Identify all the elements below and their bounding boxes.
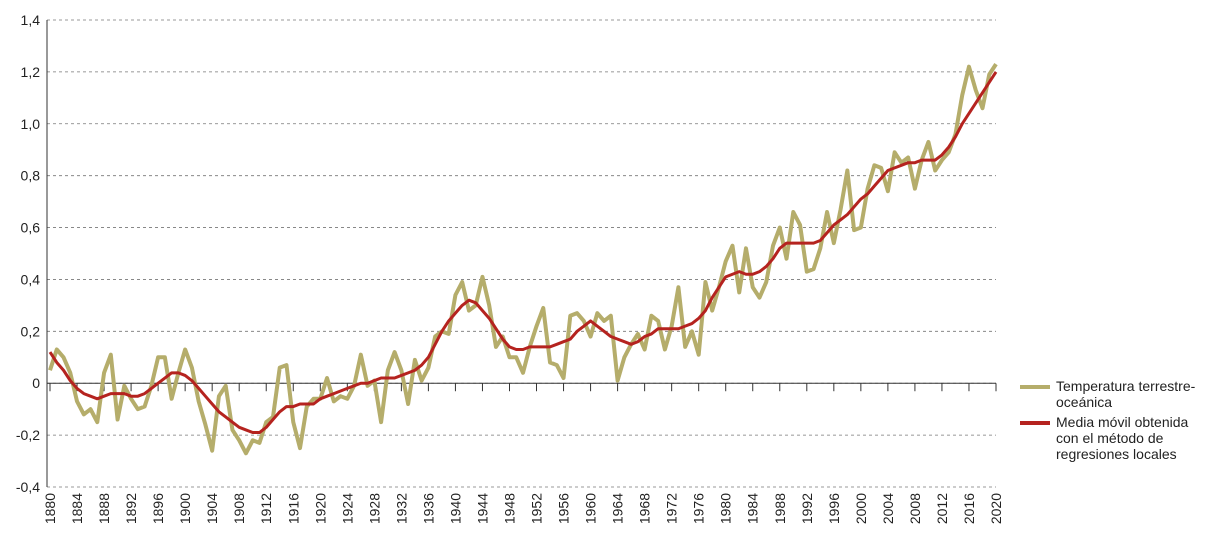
y-tick-label: 0,8 <box>21 168 41 184</box>
x-tick-label: 1920 <box>312 493 328 524</box>
legend-swatch <box>1020 385 1050 389</box>
legend-swatch <box>1020 421 1050 425</box>
x-tick-label: 1952 <box>529 493 545 524</box>
x-tick-label: 1924 <box>339 493 355 524</box>
y-tick-label: 1,4 <box>21 12 41 28</box>
x-tick-label: 2020 <box>988 493 1004 524</box>
x-tick-label: 1880 <box>42 493 58 524</box>
x-tick-label: 1976 <box>691 493 707 524</box>
x-tick-label: 1916 <box>285 493 301 524</box>
y-tick-label: 0,6 <box>21 220 41 236</box>
y-tick-label: 0,4 <box>21 271 41 287</box>
x-tick-label: 1896 <box>150 493 166 524</box>
series-line <box>48 63 998 456</box>
x-tick-label: 1944 <box>474 493 490 524</box>
y-tick-label: 0,2 <box>21 323 41 339</box>
x-tick-label: 1984 <box>745 493 761 524</box>
y-tick-label: 0 <box>32 375 40 391</box>
x-tick-label: 1936 <box>420 493 436 524</box>
x-tick-label: 1900 <box>177 493 193 524</box>
x-tick-label: 1908 <box>231 493 247 524</box>
x-tick-label: 1992 <box>799 493 815 524</box>
legend-item: Temperatura terrestre-oceánica <box>1020 378 1220 410</box>
x-tick-label: 1928 <box>366 493 382 524</box>
legend-label: Media móvil obtenida con el método de re… <box>1056 414 1189 462</box>
x-tick-label: 1948 <box>501 493 517 524</box>
y-tick-label: -0,2 <box>16 427 40 443</box>
x-tick-label: 1988 <box>772 493 788 524</box>
legend: Temperatura terrestre-oceánica Media móvi… <box>1020 378 1220 466</box>
x-tick-label: 2000 <box>853 493 869 524</box>
x-tick-label: 1884 <box>69 493 85 524</box>
x-tick-label: 2016 <box>961 493 977 524</box>
x-tick-label: 2008 <box>907 493 923 524</box>
x-tick-label: 1940 <box>447 493 463 524</box>
legend-label: Temperatura terrestre-oceánica <box>1056 378 1196 410</box>
x-tick-label: 1888 <box>96 493 112 524</box>
x-tick-label: 1892 <box>123 493 139 524</box>
y-tick-label: -0,4 <box>16 479 40 495</box>
x-tick-label: 1980 <box>718 493 734 524</box>
x-tick-label: 1972 <box>664 493 680 524</box>
x-tick-label: 2004 <box>880 493 896 524</box>
x-tick-label: 1964 <box>610 493 626 524</box>
x-tick-label: 1912 <box>258 493 274 524</box>
legend-item: Media móvil obtenida con el método de re… <box>1020 414 1220 462</box>
x-tick-label: 1968 <box>637 493 653 524</box>
series-line <box>48 71 998 435</box>
x-tick-label: 1956 <box>556 493 572 524</box>
x-tick-label: 1960 <box>583 493 599 524</box>
x-tick-label: 1904 <box>204 493 220 524</box>
x-tick-label: 2012 <box>934 493 950 524</box>
x-tick-label: 1996 <box>826 493 842 524</box>
y-tick-label: 1,2 <box>21 64 41 80</box>
y-tick-label: 1,0 <box>21 116 41 132</box>
x-tick-label: 1932 <box>393 493 409 524</box>
